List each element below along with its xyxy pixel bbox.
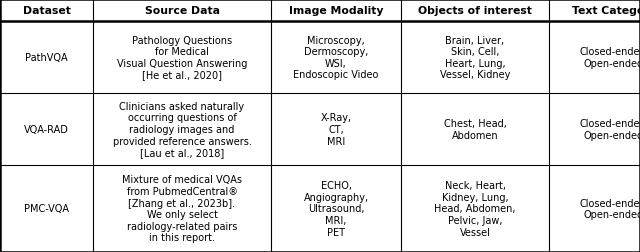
Text: Microscopy,
Dermoscopy,
WSI,
Endoscopic Video: Microscopy, Dermoscopy, WSI, Endoscopic … [293, 36, 379, 80]
Text: X-Ray,
CT,
MRI: X-Ray, CT, MRI [321, 113, 351, 146]
Text: Clinicians asked naturally
occurring questions of
radiology images and
provided : Clinicians asked naturally occurring que… [113, 101, 252, 158]
Text: Neck, Heart,
Kidney, Lung,
Head, Abdomen,
Pelvic, Jaw,
Vessel: Neck, Heart, Kidney, Lung, Head, Abdomen… [435, 181, 516, 237]
Text: Closed-ended,
Open-ended: Closed-ended, Open-ended [579, 47, 640, 69]
Text: Brain, Liver,
Skin, Cell,
Heart, Lung,
Vessel, Kidney: Brain, Liver, Skin, Cell, Heart, Lung, V… [440, 36, 510, 80]
Text: Closed-ended,
Open-ended: Closed-ended, Open-ended [579, 119, 640, 140]
Text: Text Category: Text Category [572, 6, 640, 16]
Text: ECHO,
Angiography,
Ultrasound,
MRI,
PET: ECHO, Angiography, Ultrasound, MRI, PET [303, 181, 369, 237]
Text: Pathology Questions
for Medical
Visual Question Answering
[He et al., 2020]: Pathology Questions for Medical Visual Q… [117, 36, 247, 80]
Text: Image Modality: Image Modality [289, 6, 383, 16]
Text: PMC-VQA: PMC-VQA [24, 204, 69, 214]
Text: Objects of interest: Objects of interest [418, 6, 532, 16]
Text: Source Data: Source Data [145, 6, 220, 16]
Text: Mixture of medical VQAs
from PubmedCentral®
[Zhang et al., 2023b].
We only selec: Mixture of medical VQAs from PubmedCentr… [122, 175, 242, 242]
Text: VQA-RAD: VQA-RAD [24, 124, 69, 135]
Text: Dataset: Dataset [22, 6, 70, 16]
Text: Closed-ended,
Open-ended: Closed-ended, Open-ended [579, 198, 640, 219]
Text: PathVQA: PathVQA [25, 53, 68, 63]
Text: Chest, Head,
Abdomen: Chest, Head, Abdomen [444, 119, 506, 140]
